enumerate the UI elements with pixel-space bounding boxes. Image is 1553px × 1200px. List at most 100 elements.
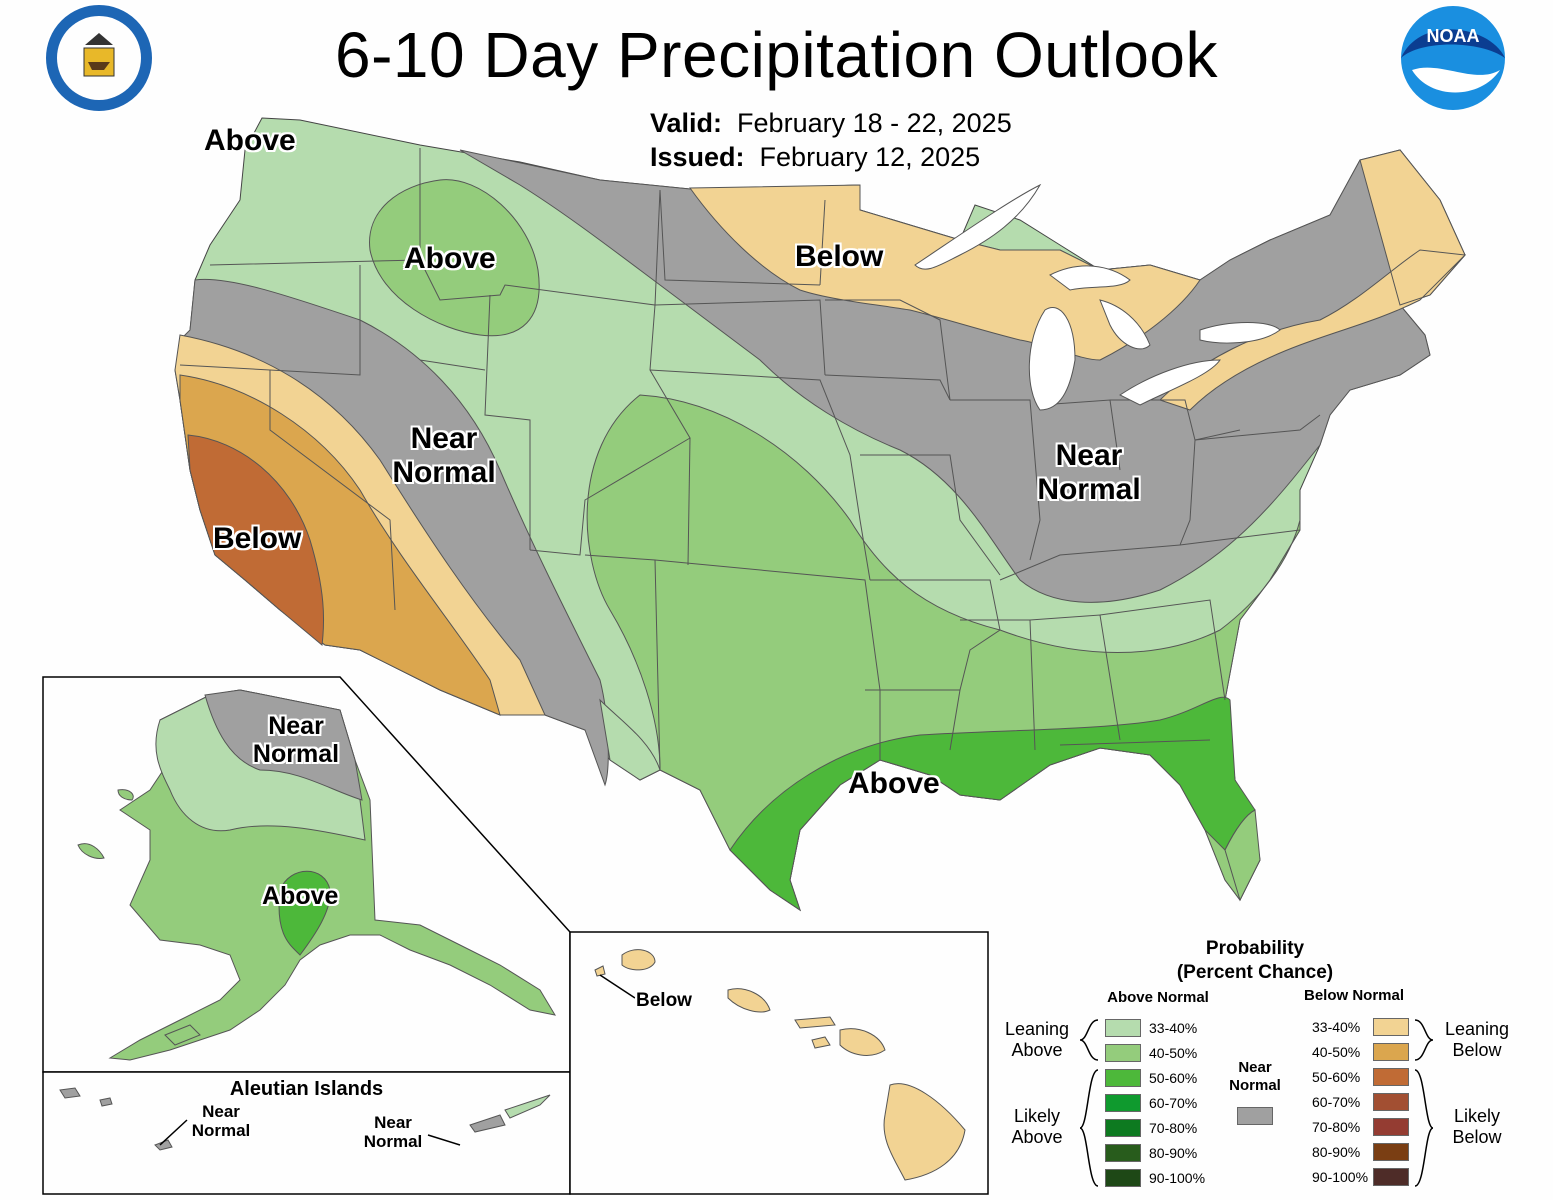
legend-below-swatch [1373, 1118, 1409, 1136]
page-title: 6-10 Day Precipitation Outlook [335, 19, 1218, 91]
aleutian-west-pointer [159, 1119, 188, 1146]
legend-above-range: 33-40% [1149, 1020, 1198, 1036]
legend-below-range: 70-80% [1312, 1119, 1361, 1135]
legend-below-range: 33-40% [1312, 1019, 1361, 1035]
legend-above-header: Above Normal [1107, 989, 1209, 1006]
hawaii-pointer [599, 974, 636, 999]
legend-likely-below: Likely Below [1436, 1106, 1518, 1148]
legend-below-range: 50-60% [1312, 1069, 1361, 1085]
noaa-logo-text: NOAA [1427, 26, 1480, 46]
label-hawaii: Below [636, 990, 692, 1011]
legend-below-swatch [1373, 1068, 1409, 1086]
legend-above-range: 90-100% [1149, 1170, 1206, 1186]
issued-date: February 12, 2025 [759, 142, 981, 172]
legend-near-normal-line1: Near [1238, 1059, 1272, 1076]
legend-leaning-below-line1: Leaning [1444, 1019, 1510, 1039]
legend-above-swatch [1105, 1019, 1141, 1037]
legend-below-swatch [1373, 1168, 1409, 1186]
legend-near-normal: Near Normal [1222, 1059, 1288, 1095]
label-alaska-south: Above [262, 882, 339, 910]
legend-above-range: 50-60% [1149, 1070, 1198, 1086]
legend-above-swatch [1105, 1094, 1141, 1112]
commerce-seal-logo [44, 3, 154, 113]
label-alaska-north: Near Normal [252, 712, 340, 768]
legend-below-range: 80-90% [1312, 1144, 1361, 1160]
label-great-basin-line1: Near [410, 422, 478, 455]
legend-above-range: 80-90% [1149, 1145, 1198, 1161]
legend-leaning-below: Leaning Below [1436, 1019, 1518, 1061]
above-southern-plains [586, 394, 1301, 912]
label-great-basin-line2: Normal [392, 455, 496, 489]
legend-below-range: 90-100% [1312, 1169, 1369, 1185]
label-aleutian-east: Near Normal [362, 1113, 424, 1151]
alaska-likely-above [278, 870, 331, 956]
legend-likely-below-line1: Likely [1453, 1106, 1501, 1126]
legend-below-swatch [1373, 1018, 1409, 1036]
legend-below-swatch [1373, 1043, 1409, 1061]
label-aleutian-east-line1: Near [374, 1113, 412, 1132]
legend-above-range: 70-80% [1149, 1120, 1198, 1136]
legend-above-range: 40-50% [1149, 1045, 1198, 1061]
legend-above-swatch [1105, 1144, 1141, 1162]
legend-likely-above-line2: Above [1011, 1127, 1063, 1147]
label-upper-midwest: Below [795, 240, 884, 273]
aleutian-islands-east [504, 1094, 551, 1119]
legend-likely-below-line2: Below [1452, 1127, 1502, 1147]
legend-below-header: Below Normal [1303, 987, 1405, 1004]
valid-dates: February 18 - 22, 2025 [737, 108, 1012, 138]
label-ohio-valley: Near Normal [1035, 439, 1143, 506]
alaska-near-normal [204, 689, 363, 801]
great-lakes [914, 183, 1281, 411]
legend-leaning-above: Leaning Above [996, 1019, 1078, 1061]
validity-block: Valid: February 18 - 22, 2025 Issued: Fe… [650, 106, 1012, 174]
below-california-core [187, 434, 325, 646]
above-rockies-zone [369, 179, 540, 337]
label-northwest: Above [204, 124, 296, 157]
legend-below-range: 40-50% [1312, 1044, 1361, 1060]
legend-near-normal-line2: Normal [1229, 1077, 1281, 1094]
label-alaska-north-line1: Near [268, 712, 324, 740]
label-california: Below [213, 522, 302, 555]
label-ohio-valley-line2: Normal [1037, 472, 1141, 506]
legend-title: Probability (Percent Chance) [1135, 937, 1375, 985]
label-great-basin: Near Normal [390, 422, 498, 489]
legend-below-swatch [1373, 1093, 1409, 1111]
aleutian-east-pointer [427, 1134, 461, 1146]
below-upper-midwest [689, 184, 1201, 361]
legend-leaning-above-line1: Leaning [1004, 1019, 1070, 1039]
aleutian-islands [59, 1087, 506, 1151]
legend-above-swatch [1105, 1044, 1141, 1062]
legend-leaning-above-line2: Above [1011, 1040, 1063, 1060]
above-florida-lean [1224, 809, 1261, 902]
label-aleutian-west: Near Normal [190, 1102, 252, 1140]
noaa-logo: NOAA [1401, 6, 1505, 110]
hawaii-islands [594, 949, 966, 1181]
above-gulf-coast [729, 696, 1256, 912]
legend-below-range: 60-70% [1312, 1094, 1361, 1110]
legend-below-swatch [1373, 1143, 1409, 1161]
legend-brackets [1079, 1019, 1434, 1187]
label-alaska-north-line2: Normal [252, 740, 340, 768]
legend-near-normal-swatch [1237, 1107, 1273, 1125]
legend-title-line2: (Percent Chance) [1176, 962, 1334, 983]
legend-likely-above: Likely Above [996, 1106, 1078, 1148]
aleutian-title: Aleutian Islands [229, 1078, 384, 1100]
label-northern-rockies: Above [404, 242, 496, 275]
legend-above-swatch [1105, 1169, 1141, 1187]
below-southwest-zone [179, 374, 501, 716]
valid-label: Valid: [650, 108, 723, 138]
legend-above-range: 60-70% [1149, 1095, 1198, 1111]
legend-above-swatch [1105, 1119, 1141, 1137]
legend-leaning-below-line2: Below [1452, 1040, 1502, 1060]
aleutian-inset-frame [42, 1071, 571, 1195]
label-aleutian-east-line2: Normal [363, 1132, 423, 1152]
label-aleutian-west-line2: Normal [191, 1121, 251, 1141]
issued-label: Issued: [650, 142, 745, 172]
label-ohio-valley-line1: Near [1055, 439, 1123, 472]
legend-title-line1: Probability [1205, 938, 1305, 959]
alaska-islands [77, 789, 201, 1046]
above-southern-lean-pocket [599, 698, 661, 781]
legend-above-swatch [1105, 1069, 1141, 1087]
label-gulf-coast: Above [848, 767, 940, 800]
